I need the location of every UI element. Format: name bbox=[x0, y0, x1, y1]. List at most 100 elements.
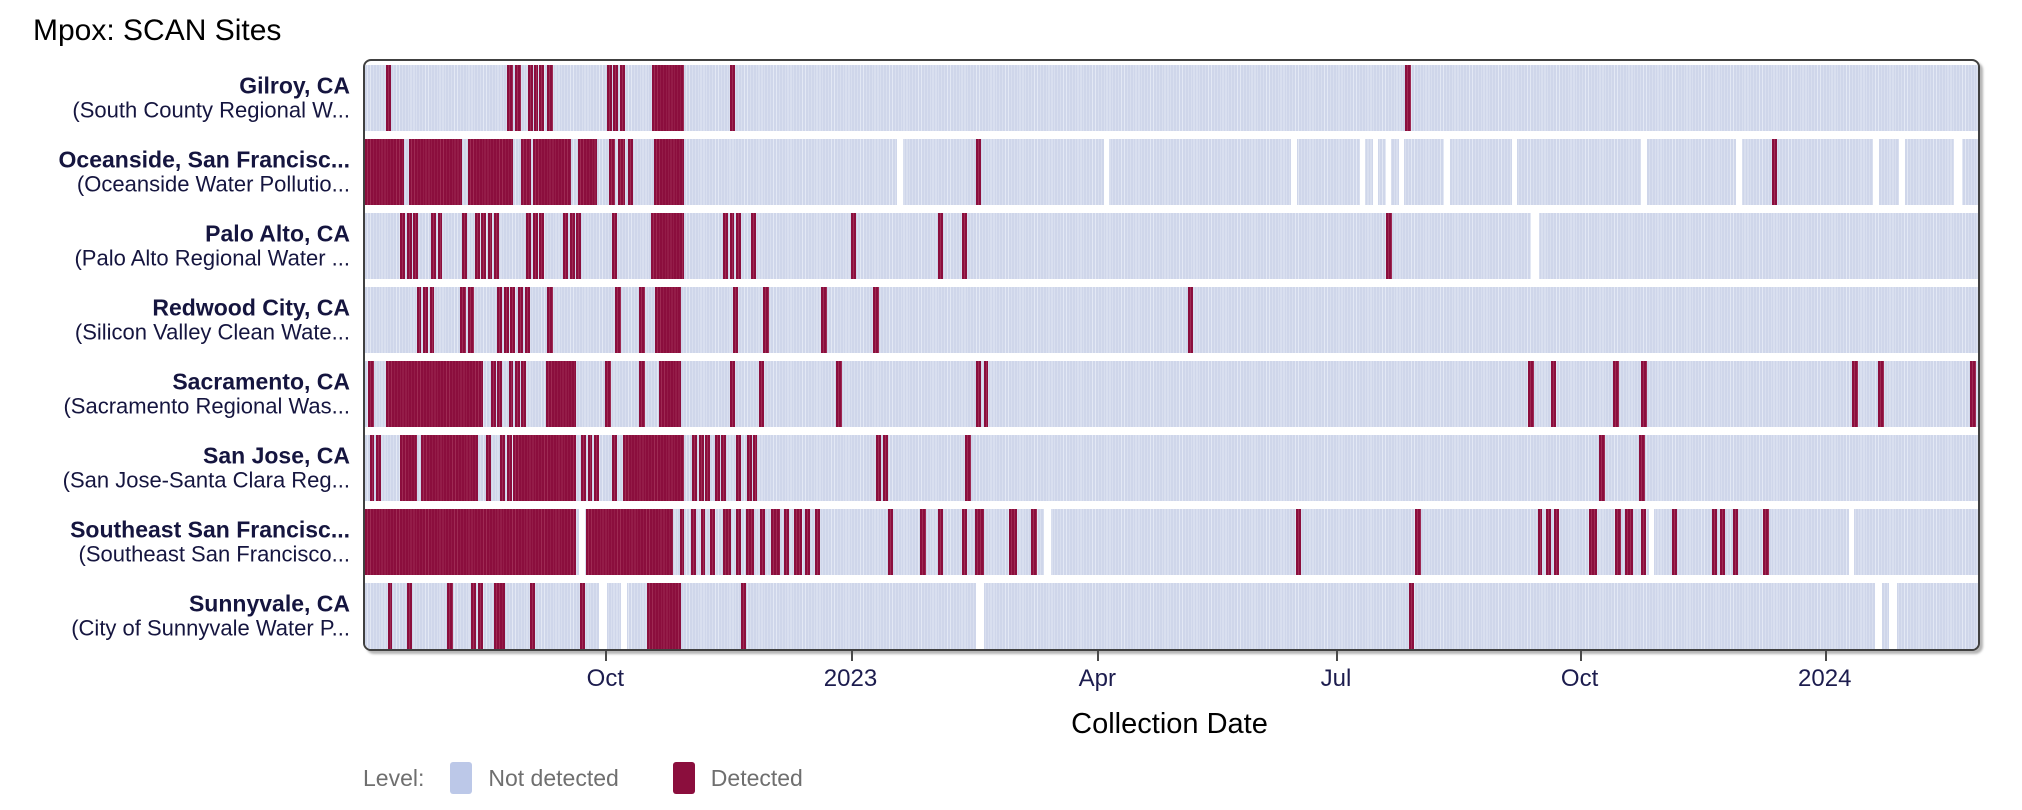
detected-segment bbox=[1187, 287, 1194, 353]
x-tick-label: Oct bbox=[586, 665, 624, 692]
site-row-strip bbox=[365, 287, 1978, 353]
detected-segment bbox=[1640, 509, 1646, 575]
detected-segment bbox=[1624, 509, 1633, 575]
chart-title: Mpox: SCAN Sites bbox=[33, 14, 282, 47]
site-facility: (Southeast San Francisco... bbox=[78, 541, 350, 567]
detected-segment bbox=[758, 361, 765, 427]
detected-segment bbox=[368, 361, 374, 427]
detected-segment bbox=[619, 65, 625, 131]
detected-segment bbox=[763, 287, 770, 353]
detected-segment bbox=[771, 509, 780, 575]
detected-segment bbox=[508, 361, 514, 427]
detected-segment bbox=[490, 361, 496, 427]
detected-segment bbox=[1640, 361, 1647, 427]
detected-segment bbox=[487, 213, 493, 279]
missing-sample-gap bbox=[1373, 139, 1378, 205]
site-name: San Jose, CA bbox=[203, 442, 350, 469]
detected-segment bbox=[577, 139, 598, 205]
detected-segment bbox=[365, 139, 404, 205]
site-name: Gilroy, CA bbox=[239, 72, 350, 99]
detected-segment bbox=[497, 287, 503, 353]
detected-segment bbox=[471, 583, 477, 649]
detected-segment bbox=[919, 509, 926, 575]
detected-segment bbox=[1969, 361, 1976, 427]
site-name: Sunnyvale, CA bbox=[188, 590, 350, 617]
detected-segment bbox=[494, 583, 506, 649]
detected-segment bbox=[579, 583, 586, 649]
legend: Level: Not detected Detected bbox=[363, 762, 857, 794]
detected-segment bbox=[700, 509, 706, 575]
missing-sample-gap bbox=[1640, 139, 1647, 205]
site-row-strip bbox=[365, 435, 1978, 501]
site-name: Southeast San Francisc... bbox=[70, 516, 350, 543]
detected-segment bbox=[608, 139, 615, 205]
detected-segment bbox=[815, 509, 820, 575]
detected-segment bbox=[594, 435, 599, 501]
detected-segment bbox=[692, 435, 698, 501]
missing-sample-gap bbox=[976, 583, 984, 649]
detected-segment bbox=[576, 213, 582, 279]
detected-segment bbox=[515, 65, 521, 131]
detected-segment bbox=[539, 213, 545, 279]
plot-area bbox=[363, 59, 1980, 651]
detected-segment bbox=[569, 213, 575, 279]
detected-segment bbox=[461, 213, 468, 279]
detected-segment bbox=[1639, 435, 1645, 501]
detected-segment bbox=[376, 435, 381, 501]
detected-segment bbox=[618, 139, 625, 205]
detected-segment bbox=[698, 435, 704, 501]
detected-segment bbox=[1589, 509, 1598, 575]
detected-segment bbox=[527, 65, 533, 131]
site-facility: (Palo Alto Regional Water ... bbox=[74, 245, 350, 271]
detected-segment bbox=[431, 213, 436, 279]
detected-segment bbox=[369, 435, 375, 501]
site-row-strip bbox=[365, 361, 1978, 427]
detected-segment bbox=[974, 509, 984, 575]
detected-segment bbox=[506, 435, 512, 501]
legend-item-label: Not detected bbox=[488, 764, 619, 791]
detected-segment bbox=[653, 139, 685, 205]
x-tick-label: 2023 bbox=[823, 665, 878, 692]
site-name: Redwood City, CA bbox=[152, 294, 350, 321]
detected-segment bbox=[1386, 213, 1392, 279]
detected-segment bbox=[1545, 509, 1551, 575]
legend-swatch-not-detected bbox=[450, 762, 473, 794]
detected-segment bbox=[723, 509, 732, 575]
missing-sample-gap bbox=[1290, 139, 1297, 205]
detected-segment bbox=[532, 139, 572, 205]
missing-sample-gap bbox=[1386, 139, 1391, 205]
detected-segment bbox=[1405, 65, 1412, 131]
site-facility: (Silicon Valley Clean Wate... bbox=[74, 319, 350, 345]
site-label: Sacramento, CA (Sacramento Regional Was..… bbox=[0, 369, 350, 420]
x-tick-label: Jul bbox=[1320, 665, 1352, 692]
detected-segment bbox=[752, 435, 758, 501]
detected-segment bbox=[506, 65, 513, 131]
detected-segment bbox=[500, 435, 506, 501]
missing-sample-gap bbox=[598, 583, 607, 649]
detected-segment bbox=[1613, 361, 1620, 427]
detected-segment bbox=[510, 287, 515, 353]
detected-segment bbox=[513, 435, 577, 501]
legend-item: Not detected bbox=[450, 762, 619, 794]
site-row-strip bbox=[365, 65, 1978, 131]
site-facility: (Oceanside Water Pollutio... bbox=[76, 171, 350, 197]
detected-segment bbox=[605, 361, 611, 427]
detected-segment bbox=[429, 287, 435, 353]
detected-segment bbox=[503, 287, 509, 353]
missing-sample-gap bbox=[1889, 583, 1897, 649]
detected-segment bbox=[1711, 509, 1717, 575]
missing-sample-gap bbox=[1736, 139, 1742, 205]
missing-sample-gap bbox=[1103, 139, 1110, 205]
missing-sample-gap bbox=[621, 583, 628, 649]
x-axis-title: Collection Date bbox=[1071, 708, 1268, 740]
missing-sample-gap bbox=[1873, 139, 1879, 205]
detected-segment bbox=[1415, 509, 1421, 575]
missing-sample-gap bbox=[1444, 139, 1450, 205]
detected-segment bbox=[747, 435, 752, 501]
detected-segment bbox=[1527, 361, 1534, 427]
detected-segment bbox=[961, 509, 968, 575]
x-tick-label: Oct bbox=[1560, 665, 1599, 692]
site-row-strip bbox=[365, 509, 1978, 575]
detected-segment bbox=[413, 213, 419, 279]
